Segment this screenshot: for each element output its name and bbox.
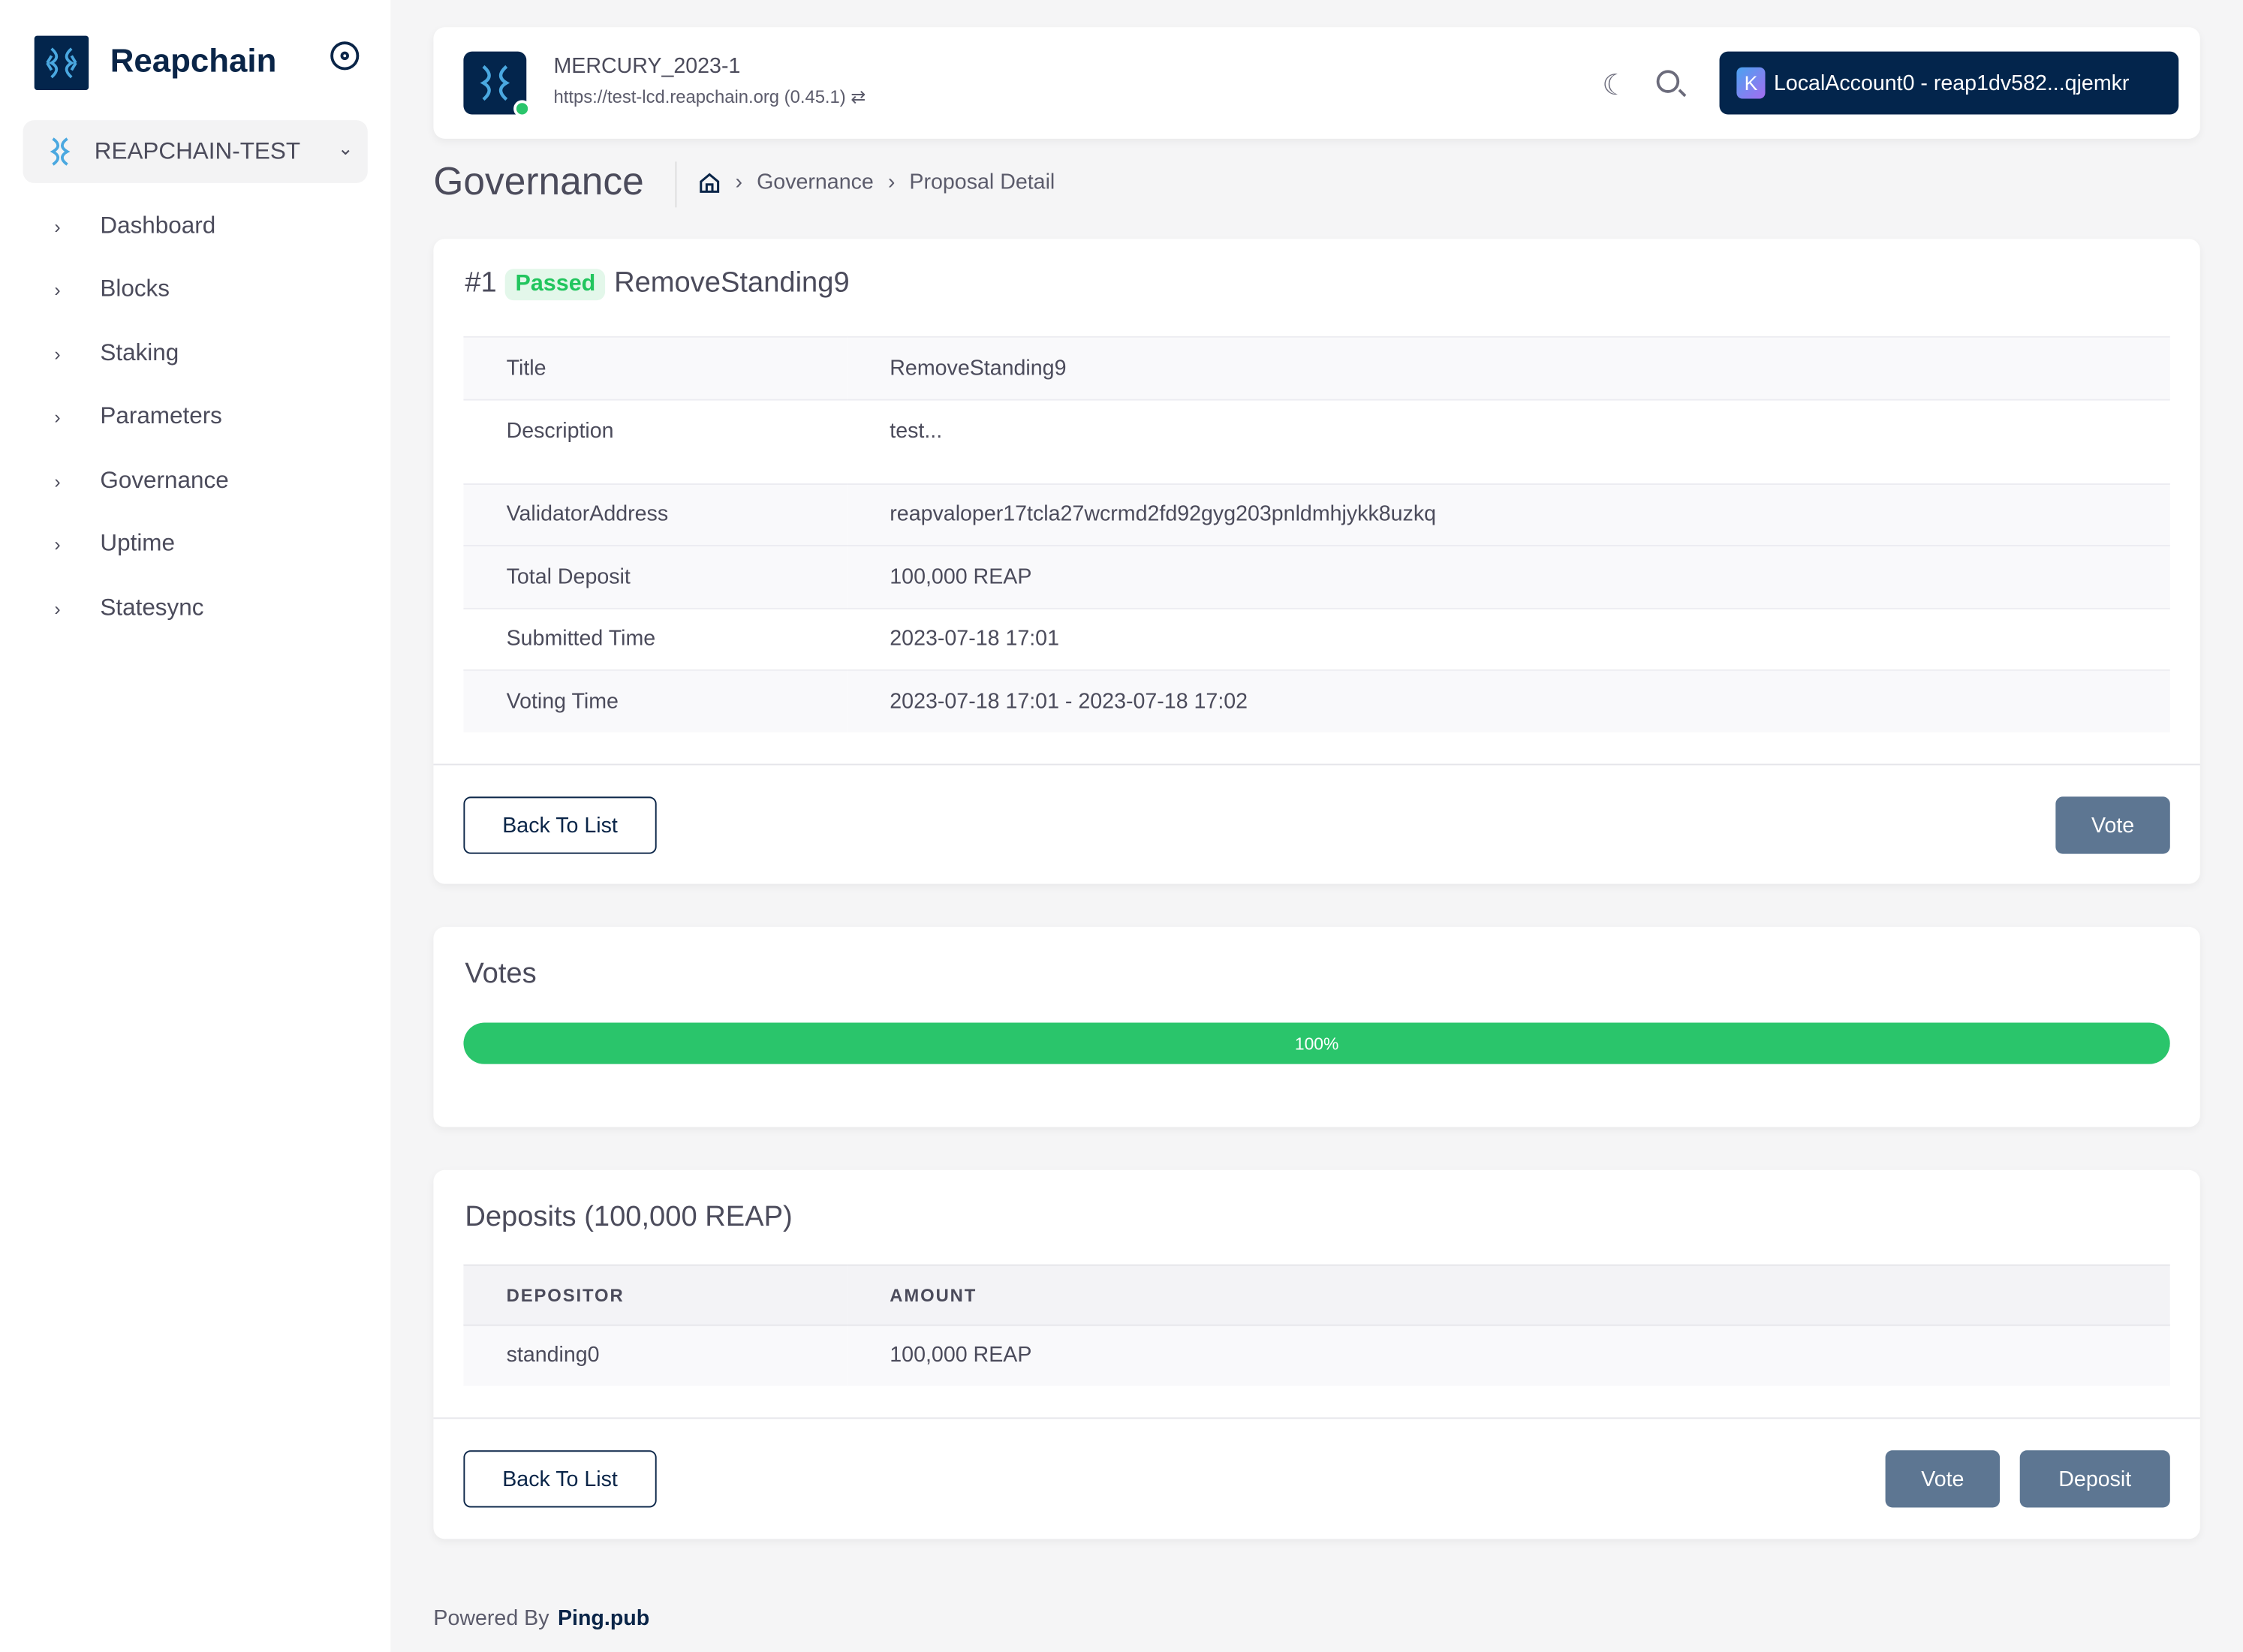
row-label: Total Deposit bbox=[463, 545, 848, 608]
switch-endpoint-icon[interactable]: ⇄ bbox=[851, 87, 866, 107]
chevron-right-icon: › bbox=[54, 279, 61, 301]
breadcrumb-proposal-detail: Proposal Detail bbox=[909, 170, 1055, 195]
sidebar-item-uptime[interactable]: › Uptime bbox=[0, 513, 390, 576]
votes-title: Votes bbox=[465, 958, 537, 990]
row-label: Title bbox=[463, 336, 848, 399]
votes-progress-fill: 100% bbox=[463, 1022, 2170, 1064]
endpoint-text: https://test-lcd.reapchain.org (0.45.1) bbox=[553, 87, 846, 107]
online-status-dot bbox=[513, 100, 531, 118]
proposal-card: #1 Passed RemoveStanding9 Title RemoveSta… bbox=[433, 239, 2200, 884]
sidebar-item-blocks[interactable]: › Blocks bbox=[0, 258, 390, 322]
chevron-right-icon: › bbox=[54, 215, 61, 237]
chain-logo-icon bbox=[463, 51, 531, 118]
sidebar-item-label: Staking bbox=[100, 340, 179, 366]
table-row: Voting Time 2023-07-18 17:01 - 2023-07-18… bbox=[463, 669, 2170, 733]
row-value: 100,000 REAP bbox=[847, 545, 2170, 608]
footer-brand-link[interactable]: Ping.pub bbox=[557, 1606, 650, 1631]
sidebar-item-label: Uptime bbox=[100, 531, 175, 557]
table-row: Description test... bbox=[463, 398, 2170, 484]
divider bbox=[433, 1417, 2200, 1419]
row-value: 2023-07-18 17:01 bbox=[847, 606, 2170, 670]
chevron-right-icon: › bbox=[54, 342, 61, 365]
depositor-cell: standing0 bbox=[463, 1325, 848, 1386]
row-value: reapvaloper17tcla27wcrmd2fd92gyg203pnldm… bbox=[847, 483, 2170, 546]
votes-progress-bar: 100% bbox=[463, 1022, 2170, 1064]
deposit-button[interactable]: Deposit bbox=[2019, 1450, 2170, 1508]
table-header-row: DEPOSITOR AMOUNT bbox=[463, 1264, 2170, 1326]
row-label: Submitted Time bbox=[463, 606, 848, 670]
reapchain-logo-icon bbox=[34, 35, 89, 91]
search-icon[interactable] bbox=[1656, 70, 1680, 93]
breadcrumb-governance[interactable]: Governance bbox=[757, 170, 874, 195]
deposits-table: DEPOSITOR AMOUNT standing0 100,000 REAP bbox=[463, 1264, 2170, 1386]
moon-icon[interactable]: ☾ bbox=[1602, 70, 1628, 102]
sidebar-item-label: Dashboard bbox=[100, 212, 216, 239]
table-row: standing0 100,000 REAP bbox=[463, 1325, 2170, 1386]
row-value: RemoveStanding9 bbox=[847, 336, 2170, 399]
sidebar-item-governance[interactable]: › Governance bbox=[0, 449, 390, 513]
endpoint-url: https://test-lcd.reapchain.org (0.45.1) … bbox=[553, 86, 866, 107]
footer: Powered By Ping.pub bbox=[433, 1606, 649, 1630]
chain-id: MERCURY_2023-1 bbox=[553, 54, 741, 79]
row-label: ValidatorAddress bbox=[463, 483, 848, 546]
row-value: 2023-07-18 17:01 - 2023-07-18 17:02 bbox=[847, 669, 2170, 733]
divider bbox=[433, 763, 2200, 766]
table-row: Title RemoveStanding9 bbox=[463, 336, 2170, 399]
account-label: LocalAccount0 - reap1dv582...qjemkr bbox=[1773, 71, 2130, 95]
deposits-title: Deposits (100,000 REAP) bbox=[465, 1201, 793, 1233]
breadcrumb: › Governance › Proposal Detail bbox=[698, 170, 1055, 194]
table-row: ValidatorAddress reapvaloper17tcla27wcrmd… bbox=[463, 483, 2170, 546]
votes-card: Votes 100% bbox=[433, 926, 2200, 1127]
chevron-right-icon: › bbox=[54, 534, 61, 555]
deposits-card: Deposits (100,000 REAP) DEPOSITOR AMOUNT … bbox=[433, 1169, 2200, 1539]
sidebar-item-dashboard[interactable]: › Dashboard bbox=[0, 194, 390, 258]
status-badge: Passed bbox=[505, 268, 606, 300]
row-value: test... bbox=[847, 398, 2170, 484]
vote-button[interactable]: Vote bbox=[1885, 1450, 2001, 1508]
chevron-right-icon: › bbox=[887, 170, 896, 195]
top-header: MERCURY_2023-1 https://test-lcd.reapchai… bbox=[433, 27, 2200, 139]
row-label: Voting Time bbox=[463, 669, 848, 733]
back-to-list-button[interactable]: Back To List bbox=[463, 796, 657, 854]
sidebar-item-label: Governance bbox=[100, 467, 229, 493]
sidebar-nav: › Dashboard › Blocks › Staking › Parameters … bbox=[0, 194, 390, 640]
chain-logo-icon bbox=[50, 137, 71, 166]
vote-button[interactable]: Vote bbox=[2055, 796, 2170, 854]
amount-cell: 100,000 REAP bbox=[847, 1325, 2170, 1386]
table-row: Submitted Time 2023-07-18 17:01 bbox=[463, 606, 2170, 670]
collapse-sidebar-icon[interactable] bbox=[330, 41, 360, 71]
sidebar: Reapchain REAPCHAIN-TEST ⌄ › Dashboard › B… bbox=[0, 0, 391, 1652]
column-header-depositor[interactable]: DEPOSITOR bbox=[463, 1264, 848, 1326]
home-icon[interactable] bbox=[698, 171, 721, 194]
sidebar-item-label: Statesync bbox=[100, 594, 204, 621]
table-row: Total Deposit 100,000 REAP bbox=[463, 545, 2170, 608]
chain-selector[interactable]: REAPCHAIN-TEST ⌄ bbox=[23, 120, 368, 183]
back-to-list-button[interactable]: Back To List bbox=[463, 1450, 657, 1508]
chevron-right-icon: › bbox=[54, 597, 61, 619]
divider bbox=[675, 161, 677, 208]
sidebar-item-statesync[interactable]: › Statesync bbox=[0, 576, 390, 640]
sidebar-item-staking[interactable]: › Staking bbox=[0, 322, 390, 386]
sidebar-item-label: Parameters bbox=[100, 403, 222, 430]
footer-prefix: Powered By bbox=[433, 1606, 549, 1631]
chevron-right-icon: › bbox=[735, 170, 743, 195]
row-label: Description bbox=[463, 398, 848, 484]
proposal-heading: #1 Passed RemoveStanding9 bbox=[465, 267, 850, 300]
proposal-id: #1 bbox=[465, 267, 497, 299]
account-button[interactable]: K LocalAccount0 - reap1dv582...qjemkr bbox=[1719, 51, 2179, 115]
wallet-icon: K bbox=[1736, 67, 1766, 99]
proposal-info-table: Title RemoveStanding9 Description test... … bbox=[463, 336, 2170, 733]
brand-name: Reapchain bbox=[110, 41, 277, 79]
chevron-right-icon: › bbox=[54, 406, 61, 429]
chevron-right-icon: › bbox=[54, 470, 61, 492]
sidebar-item-label: Blocks bbox=[100, 276, 170, 302]
chain-name: REAPCHAIN-TEST bbox=[94, 137, 301, 164]
page-title: Governance bbox=[433, 160, 644, 203]
column-header-amount[interactable]: AMOUNT bbox=[847, 1264, 2170, 1326]
chevron-down-icon: ⌄ bbox=[337, 137, 354, 159]
proposal-name: RemoveStanding9 bbox=[614, 267, 850, 299]
sidebar-item-parameters[interactable]: › Parameters bbox=[0, 386, 390, 450]
